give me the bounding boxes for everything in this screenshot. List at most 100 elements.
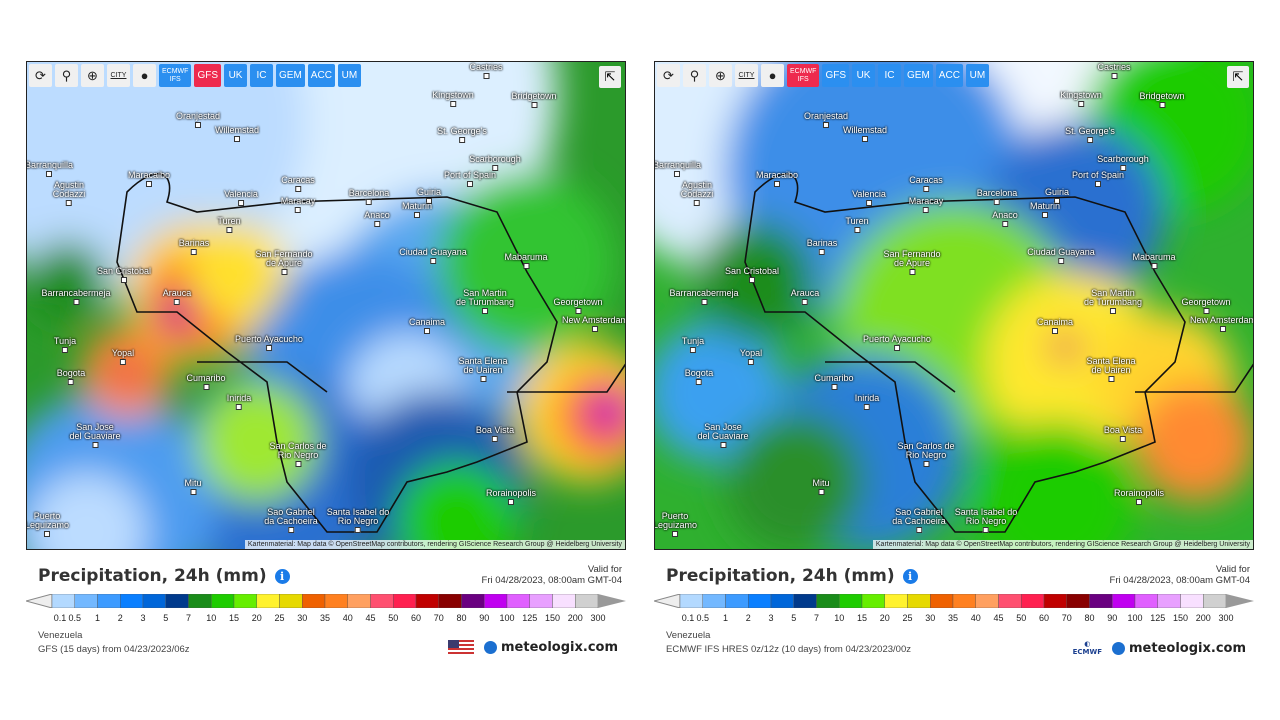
legend-swatch bbox=[793, 594, 817, 608]
city-label: Ciudad Guayana bbox=[1027, 248, 1095, 264]
legend-swatch bbox=[256, 594, 280, 608]
legend-tick-label: 30 bbox=[297, 613, 308, 623]
valid-time-value: Fri 04/28/2023, 08:00am GMT-04 bbox=[481, 575, 622, 586]
city-label: Barrancabermeja bbox=[669, 289, 738, 305]
legend-swatch bbox=[188, 594, 212, 608]
ecmwf-panel: ⟳ ⚲ ⊕ CITY ● ECMWF IFS GFS UK IC GEM ACC UM ⇱ Castri… bbox=[654, 61, 1254, 656]
model-button-gem[interactable]: GEM bbox=[276, 64, 305, 87]
legend-swatch bbox=[884, 594, 908, 608]
precip-area bbox=[197, 382, 317, 502]
zoom-icon[interactable]: ⊕ bbox=[709, 64, 732, 87]
location-pin-icon[interactable]: ⚲ bbox=[683, 64, 706, 87]
legend-swatch bbox=[1180, 594, 1204, 608]
model-button-ecmwf-ifs[interactable]: ECMWF IFS bbox=[787, 64, 820, 87]
legend-tick-label: 50 bbox=[1016, 613, 1027, 623]
legend-tick-label: 60 bbox=[1038, 613, 1050, 623]
legend-tick-label: 5 bbox=[163, 613, 169, 623]
model-button-uk[interactable]: UK bbox=[224, 64, 248, 87]
model-button-acc[interactable]: ACC bbox=[935, 64, 963, 87]
city-label: Port of Spain bbox=[444, 171, 496, 187]
precip-area bbox=[585, 390, 625, 434]
city-label: Guiria bbox=[1045, 188, 1069, 204]
legend-tick-label: 150 bbox=[544, 613, 561, 623]
region-label: Venezuela bbox=[666, 630, 711, 641]
city-label: San Jose del Guaviare bbox=[69, 423, 120, 448]
legend-arrow-low bbox=[654, 594, 681, 608]
model-info: ECMWF IFS HRES 0z/12z (10 days) from 04/… bbox=[666, 644, 911, 655]
model-button-ic[interactable]: IC bbox=[250, 64, 274, 87]
brand-logo[interactable]: ◐ ECMWF meteologix.com bbox=[1073, 640, 1246, 656]
location-pin-icon[interactable]: ⚲ bbox=[55, 64, 78, 87]
city-label: Mitu bbox=[184, 479, 201, 495]
model-button-gfs[interactable]: GFS bbox=[194, 64, 222, 87]
city-label: Kingstown bbox=[1060, 91, 1102, 107]
legend-ticks: 0.1 0.5 1 2 3 5 7 10 15 20 25 30 35 40 45 50 60 70 80 90 100… bbox=[26, 613, 626, 625]
city-label: Port of Spain bbox=[1072, 171, 1124, 187]
city-label: Kingstown bbox=[432, 91, 474, 107]
legend-tick-label: 3 bbox=[768, 613, 774, 623]
model-button-um[interactable]: UM bbox=[965, 64, 989, 87]
legend-swatch bbox=[438, 594, 462, 608]
legend-swatch bbox=[1134, 594, 1158, 608]
gfs-panel: ⟳ ⚲ ⊕ CITY ● ECMWF IFS GFS UK IC GEM ACC UM ⇱ Castri… bbox=[26, 61, 626, 655]
zoom-icon[interactable]: ⊕ bbox=[81, 64, 104, 87]
legend-tick-label: 0.5 bbox=[68, 613, 82, 623]
model-button-acc[interactable]: ACC bbox=[307, 64, 335, 87]
legend-tick-label: 70 bbox=[433, 613, 444, 623]
legend-tick-label: 1 bbox=[722, 613, 729, 623]
legend-swatch bbox=[211, 594, 235, 608]
legend-tick-label: 20 bbox=[879, 613, 890, 623]
refresh-icon[interactable]: ⟳ bbox=[29, 64, 52, 87]
legend-tick-label: 2 bbox=[117, 613, 123, 623]
share-icon[interactable]: ⇱ bbox=[1227, 66, 1249, 88]
city-label: Caracas bbox=[281, 176, 315, 192]
city-toggle-icon[interactable]: CITY bbox=[735, 64, 758, 87]
legend-tick-label: 25 bbox=[902, 613, 913, 623]
model-button-gfs[interactable]: GFS bbox=[822, 64, 850, 87]
info-icon[interactable]: i bbox=[902, 568, 918, 584]
legend-tick-label: 0.1 bbox=[681, 613, 695, 623]
legend-tick-label: 90 bbox=[479, 613, 490, 623]
legend-tick-label: 7 bbox=[185, 613, 192, 623]
city-label: Ciudad Guayana bbox=[399, 248, 467, 264]
valid-time: Valid for Fri 04/28/2023, 08:00am GMT-04 bbox=[482, 564, 622, 586]
city-label: Santa Isabel do Rio Negro bbox=[327, 508, 390, 533]
city-toggle-icon[interactable]: CITY bbox=[107, 64, 130, 87]
refresh-icon[interactable]: ⟳ bbox=[657, 64, 680, 87]
city-label: Barinas bbox=[179, 239, 210, 255]
city-label: Puerto Ayacucho bbox=[235, 335, 303, 351]
valid-label: Valid for bbox=[1215, 564, 1250, 575]
model-button-ecmwf-ifs[interactable]: ECMWF IFS bbox=[159, 64, 192, 87]
legend-tick-label: 200 bbox=[567, 613, 583, 623]
model-button-um[interactable]: UM bbox=[337, 64, 361, 87]
city-label: Canaima bbox=[409, 318, 445, 334]
legend-swatch bbox=[142, 594, 166, 608]
legend-tick-label: 70 bbox=[1061, 613, 1072, 623]
city-label: Bogota bbox=[57, 369, 86, 385]
share-icon[interactable]: ⇱ bbox=[599, 66, 621, 88]
info-icon[interactable]: i bbox=[274, 568, 290, 584]
city-label: Bridgetown bbox=[511, 92, 556, 108]
brand-text: meteologix.com bbox=[501, 640, 618, 655]
city-label: Yopal bbox=[740, 349, 762, 365]
dot-icon[interactable]: ● bbox=[133, 64, 156, 87]
model-button-ic[interactable]: IC bbox=[878, 64, 902, 87]
city-label: Cumaribo bbox=[186, 374, 225, 390]
city-label: Valencia bbox=[852, 190, 886, 206]
city-label: Barranquilla bbox=[27, 161, 73, 177]
region-label: Venezuela bbox=[38, 630, 83, 641]
dot-icon[interactable]: ● bbox=[761, 64, 784, 87]
legend-tick-label: 100 bbox=[499, 613, 515, 623]
city-label: Arauca bbox=[163, 289, 192, 305]
city-label: Barcelona bbox=[977, 189, 1018, 205]
city-label: Maracay bbox=[909, 197, 944, 213]
precipitation-map[interactable]: ⟳ ⚲ ⊕ CITY ● ECMWF IFS GFS UK IC GEM ACC UM ⇱ Castri… bbox=[654, 61, 1254, 550]
brand-logo[interactable]: meteologix.com bbox=[448, 640, 618, 655]
city-label: Scarborough bbox=[469, 155, 521, 171]
model-button-gem[interactable]: GEM bbox=[904, 64, 933, 87]
legend-swatch bbox=[97, 594, 121, 608]
model-button-uk[interactable]: UK bbox=[852, 64, 876, 87]
precipitation-map[interactable]: ⟳ ⚲ ⊕ CITY ● ECMWF IFS GFS UK IC GEM ACC UM ⇱ Castri… bbox=[26, 61, 626, 550]
legend-swatch bbox=[393, 594, 417, 608]
legend-tick-label: 80 bbox=[1084, 613, 1095, 623]
